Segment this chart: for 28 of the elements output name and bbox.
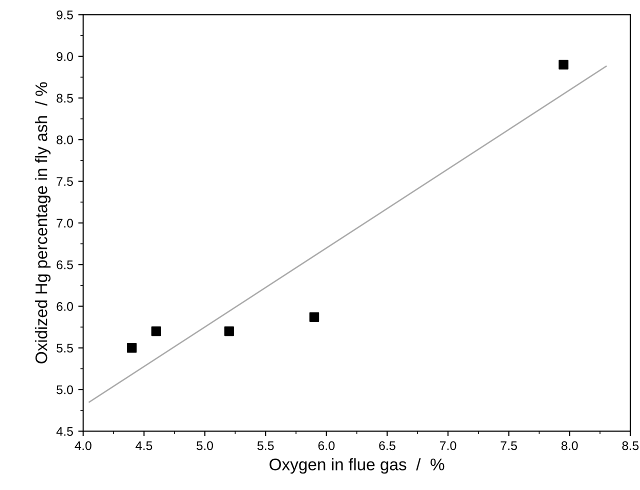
x-tick-label: 5.0 bbox=[196, 441, 213, 450]
x-tick-label: 6.0 bbox=[318, 441, 335, 450]
y-tick-label: 6.5 bbox=[56, 260, 73, 270]
x-tick-label: 8.5 bbox=[622, 441, 639, 450]
y-tick-label: 7.5 bbox=[56, 177, 73, 186]
point bbox=[309, 312, 320, 322]
point bbox=[224, 326, 234, 336]
x-tick-label: 6.5 bbox=[379, 441, 396, 450]
x-tick-label: 8.0 bbox=[561, 441, 578, 450]
x-tick-label: 7.0 bbox=[440, 441, 456, 450]
x-tick-label: 5.5 bbox=[257, 441, 274, 450]
y-tick-label: 4.5 bbox=[56, 427, 73, 436]
y-tick-label: 5.5 bbox=[56, 344, 73, 353]
y-tick-label: 5.0 bbox=[56, 385, 73, 394]
point bbox=[126, 343, 137, 353]
y-tick-label: 9.5 bbox=[56, 10, 73, 20]
point bbox=[151, 326, 162, 336]
x-axis-title: Oxygen in flue gas / % bbox=[270, 458, 444, 474]
y-tick-label: 8.5 bbox=[56, 94, 73, 103]
x-tick-label: 4.0 bbox=[74, 441, 92, 450]
y-tick-label: 9.0 bbox=[56, 52, 73, 61]
point bbox=[558, 60, 568, 70]
y-tick-label: 6.0 bbox=[56, 302, 73, 311]
y-tick-label: 7.0 bbox=[56, 218, 73, 228]
x-tick-label: 7.5 bbox=[500, 441, 517, 450]
y-axis-title: Oxidized Hg percentage in fly ash / % bbox=[35, 82, 51, 364]
x-tick-label: 4.5 bbox=[136, 441, 152, 450]
y-tick-label: 8.0 bbox=[56, 135, 73, 144]
